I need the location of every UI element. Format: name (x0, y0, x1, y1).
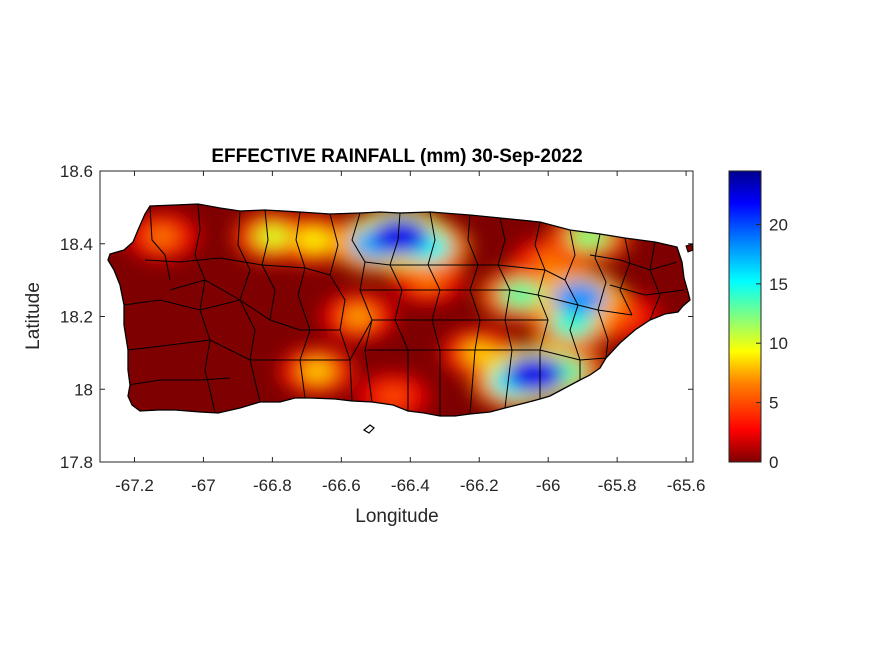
y-tick-label: 18.2 (60, 308, 93, 327)
x-axis-title: Longitude (355, 506, 438, 527)
colorbar-tick-label: 20 (769, 215, 788, 234)
colorbar-tick-label: 5 (769, 394, 778, 413)
rain-zone (146, 226, 178, 247)
municipality-boundary (364, 261, 566, 281)
colorbar-gradient (728, 170, 762, 463)
x-tick-label: -67.2 (115, 476, 154, 495)
island-coastline (107, 203, 691, 417)
municipality-boundary (127, 377, 231, 386)
municipality-boundary (619, 237, 633, 316)
rain-zone (498, 280, 543, 309)
map-title: EFFECTIVE RAINFALL (mm) 30-Sep-2022 (211, 146, 582, 167)
rain-zone (342, 305, 375, 328)
municipality-boundary (194, 204, 216, 413)
caja-de-muertos-islet (362, 424, 375, 434)
x-axis: -67.2 -67 -66.8 -66.6 -66.4 -66.2 -66 -65.8 -65.… (115, 171, 705, 495)
x-tick-label: -67 (191, 476, 216, 495)
municipality-boundary (365, 349, 607, 361)
colorbar-tick-label: 15 (769, 275, 788, 294)
rain-zone (462, 341, 497, 365)
rain-zone (300, 359, 335, 383)
y-axis: 18.6 18.4 18.2 18 17.8 (60, 162, 693, 472)
x-tick-label: -65.6 (667, 476, 706, 495)
colorbar-ticks: 20 15 10 5 0 (756, 215, 788, 472)
municipality-boundaries (123, 204, 685, 416)
y-axis-title: Latitude (23, 282, 44, 350)
municipality-boundary (589, 254, 678, 271)
rain-zone (370, 217, 430, 256)
municipality-boundary (360, 289, 633, 316)
municipality-boundary (594, 233, 609, 359)
colorbar: 20 15 10 5 0 (728, 170, 788, 472)
x-tick-label: -66.2 (460, 476, 499, 495)
x-tick-label: -65.8 (598, 476, 637, 495)
municipality-boundary (127, 319, 373, 361)
rain-zone (412, 269, 443, 291)
rain-zone (295, 228, 332, 253)
rain-zone (378, 386, 408, 407)
rain-zone (532, 251, 564, 273)
municipality-boundary (149, 205, 171, 281)
rainfall-field (124, 205, 662, 416)
municipality-boundary (609, 284, 685, 296)
y-tick-label: 17.8 (60, 453, 93, 472)
x-tick-label: -66.8 (253, 476, 292, 495)
vieques-offshore-islet (685, 243, 694, 253)
municipality-boundary (169, 279, 241, 301)
rain-zone (253, 223, 292, 249)
x-tick-label: -66.4 (391, 476, 430, 495)
y-tick-label: 18.6 (60, 162, 93, 181)
municipality-boundary (649, 241, 661, 321)
y-tick-label: 18 (74, 380, 93, 399)
x-tick-label: -66.6 (322, 476, 361, 495)
municipality-boundary (144, 257, 331, 276)
y-tick-label: 18.4 (60, 235, 93, 254)
island-layer (107, 203, 694, 434)
rain-zone (553, 281, 606, 316)
x-tick-label: -66 (536, 476, 561, 495)
rain-zone (504, 355, 565, 394)
colorbar-tick-label: 10 (769, 334, 788, 353)
colorbar-tick-label: 0 (769, 453, 778, 472)
rain-zone (609, 306, 639, 327)
